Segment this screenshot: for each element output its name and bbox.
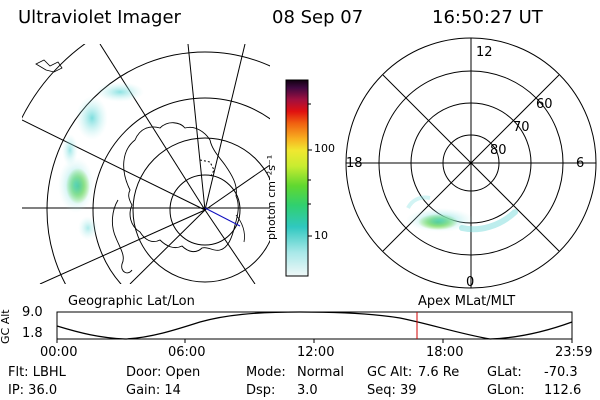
glat-value: -70.3 (544, 365, 578, 380)
mode-value: Normal (297, 365, 345, 380)
timeline-xtick-0000: 00:00 (40, 345, 78, 360)
timeline-xtick-2359: 23:59 (555, 345, 593, 360)
mlt-label-12: 12 (476, 45, 493, 60)
colorbar-unit-label: photon cm⁻²s⁻¹ (265, 154, 278, 240)
right-panel-label: Apex MLat/MLT (418, 294, 516, 309)
timeline-xtick-0600: 06:00 (168, 345, 206, 360)
left-panel-label: Geographic Lat/Lon (68, 294, 195, 309)
seq-status: Seq: 39 (367, 383, 417, 398)
mlt-label-6: 6 (576, 156, 585, 171)
lat-label-60: 60 (536, 97, 553, 112)
dsp-value: 3.0 (297, 383, 318, 398)
time-label: 16:50:27 UT (432, 7, 543, 28)
lat-label-80: 80 (490, 143, 507, 158)
date-label: 08 Sep 07 (272, 7, 364, 28)
colorbar-tick-10: 10 (314, 229, 328, 242)
dsp-label: Dsp: (246, 383, 276, 398)
gcalt-label: GC Alt: (367, 365, 413, 380)
timeline-ytick-max: 9.0 (22, 305, 43, 320)
instrument-title: Ultraviolet Imager (18, 7, 181, 28)
timeline-xtick-1200: 12:00 (297, 345, 335, 360)
mode-label: Mode: (246, 365, 286, 380)
polar-plot (345, 37, 597, 289)
colorbar-tick-100: 100 (314, 142, 335, 155)
colorbar (285, 79, 312, 277)
gcalt-value: 7.6 Re (418, 365, 460, 380)
timeline-plot (56, 311, 573, 343)
glon-value: 112.6 (544, 383, 582, 398)
filter-status: Flt: LBHL (8, 365, 66, 380)
gain-status: Gain: 14 (126, 383, 181, 398)
glat-label: GLat: (487, 365, 522, 380)
door-status: Door: Open (126, 365, 201, 380)
ip-status: IP: 36.0 (8, 383, 58, 398)
mlt-label-18: 18 (346, 156, 363, 171)
mlt-label-0: 0 (466, 275, 475, 290)
lat-label-70: 70 (513, 120, 530, 135)
geographic-map (22, 44, 270, 284)
timeline-xtick-1800: 18:00 (426, 345, 464, 360)
timeline-ylabel: GC Alt (0, 309, 12, 344)
glon-label: GLon: (487, 383, 525, 398)
timeline-ytick-min: 1.8 (22, 326, 43, 341)
